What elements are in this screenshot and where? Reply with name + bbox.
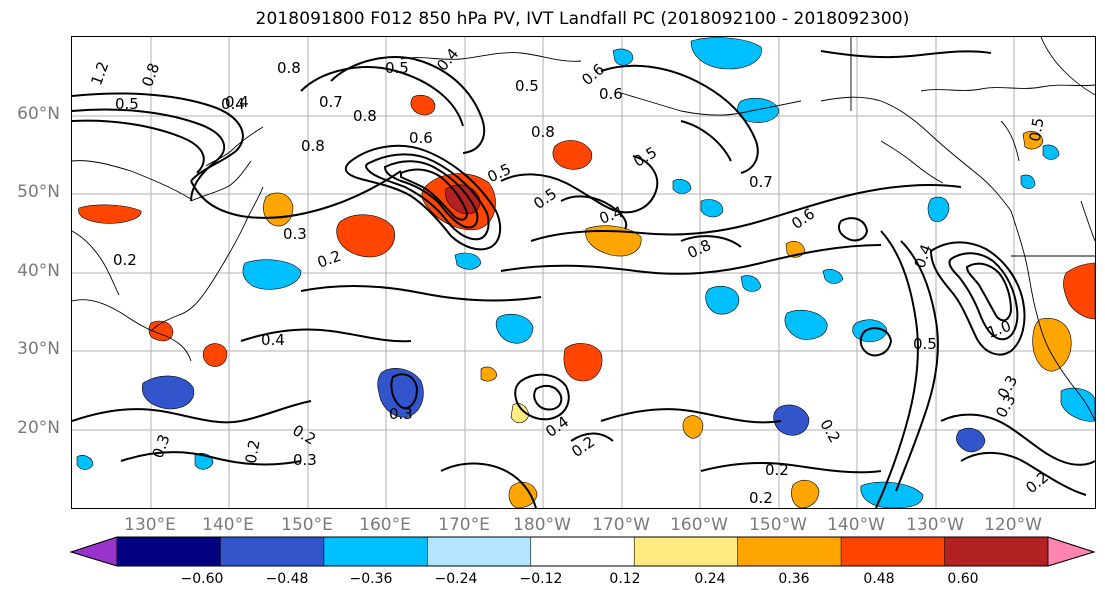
- contour-label: 0.4: [433, 45, 462, 75]
- contour-label: 0.8: [531, 123, 555, 141]
- contour-label: 0.8: [301, 137, 325, 155]
- coastlines: [72, 37, 1095, 422]
- longitude-label: 120°W: [984, 515, 1042, 535]
- contour-label: 0.3: [283, 225, 307, 243]
- contour-label: 0.2: [289, 421, 319, 449]
- contour-label: 0.6: [599, 85, 623, 103]
- contour-label: 0.7: [749, 173, 773, 191]
- contour-label: 0.4: [221, 95, 245, 113]
- contour-label: 0.8: [685, 236, 714, 262]
- map-canvas: 1.2 0.8 0.8 0.5 0.4 0.5 0.4 0.7 0.8 0.6 …: [72, 37, 1095, 508]
- longitude-label: 140°E: [202, 515, 254, 535]
- contour-label: 0.2: [568, 432, 598, 460]
- colorbar-outline: [69, 536, 1096, 567]
- contour-label: 0.5: [485, 160, 514, 186]
- contour-label: 0.4: [225, 93, 249, 111]
- contour-label: 0.4: [911, 242, 936, 271]
- colorbar-segment: [427, 537, 531, 566]
- colorbar-tick-label: 0.60: [947, 571, 979, 587]
- colorbar-tick-label: −0.48: [265, 571, 309, 587]
- colorbar-tick-label: 0.48: [863, 571, 895, 587]
- contour-label: 0.8: [353, 107, 377, 125]
- colorbar-segment: [117, 537, 221, 566]
- latitude-label: 20°N: [17, 418, 60, 438]
- contour-label: 0.4: [261, 331, 285, 349]
- longitude-label: 170°E: [438, 515, 490, 535]
- longitude-label: 150°W: [749, 515, 807, 535]
- colorbar-segment: [530, 537, 635, 566]
- map-panel[interactable]: 1.2 0.8 0.8 0.5 0.4 0.5 0.4 0.7 0.8 0.6 …: [71, 36, 1096, 509]
- colorbar-tick-label: −0.60: [180, 571, 224, 587]
- contour-label: 0.5: [630, 143, 660, 171]
- contour-label: 0.5: [913, 335, 937, 353]
- map-title: 2018091800 F012 850 hPa PV, IVT Landfall…: [255, 9, 910, 29]
- contour-label: 0.2: [315, 247, 344, 272]
- colorbar: [69, 536, 1096, 567]
- contour-label: 0.6: [788, 204, 818, 232]
- contour-label: 0.3: [994, 372, 1022, 402]
- longitude-label: 150°E: [281, 515, 333, 535]
- contour-label: 0.2: [242, 438, 264, 465]
- colorbar-segment: [634, 537, 738, 566]
- colorbar-segment: [220, 537, 324, 566]
- colorbar-tick-label: −0.24: [434, 571, 478, 587]
- contour-label: 0.3: [293, 451, 317, 469]
- colorbar-tick-label: 0.36: [778, 571, 810, 587]
- longitude-label: 160°E: [359, 515, 411, 535]
- longitude-label: 140°W: [827, 515, 885, 535]
- longitude-label: 130°E: [124, 515, 176, 535]
- contour-label: 0.2: [749, 489, 773, 507]
- colorbar-tick-label: 0.12: [609, 571, 641, 587]
- contour-label: 0.5: [115, 95, 139, 113]
- contour-label: 1.2: [87, 59, 112, 88]
- contour-label: 0.5: [1026, 116, 1048, 143]
- contour-label: 0.4: [597, 203, 626, 228]
- longitude-label: 170°W: [592, 515, 650, 535]
- contour-label: 0.3: [389, 405, 413, 423]
- contour-label: 0.7: [319, 93, 343, 111]
- contour-label: 0.3: [149, 432, 174, 461]
- contour-label: 0.2: [1022, 468, 1052, 497]
- latitude-label: 50°N: [17, 182, 60, 202]
- ivt-contours: [72, 50, 1095, 508]
- contour-label: 0.8: [277, 59, 301, 77]
- contour-label: 0.4: [542, 412, 572, 440]
- contour-label: 0.5: [530, 184, 560, 212]
- contour-label: 0.5: [515, 77, 539, 95]
- contour-label: 0.2: [765, 461, 789, 479]
- latitude-label: 60°N: [17, 104, 60, 124]
- contour-label: 0.8: [138, 61, 163, 90]
- longitude-label: 130°W: [906, 515, 964, 535]
- contour-label: 0.2: [113, 251, 137, 269]
- colorbar-tick-label: −0.12: [519, 571, 563, 587]
- colorbar-tick-label: 0.24: [694, 571, 726, 587]
- colorbar-segment: [323, 537, 428, 566]
- longitude-label: 160°W: [670, 515, 728, 535]
- contour-label: 0.5: [385, 59, 409, 77]
- latitude-label: 30°N: [17, 339, 60, 359]
- longitude-label: 180°W: [513, 515, 571, 535]
- pv-negative-anomalies: [76, 37, 1095, 508]
- contour-label: 0.6: [409, 129, 433, 147]
- colorbar-tick-label: −0.36: [349, 571, 393, 587]
- colorbar-segment: [944, 537, 1048, 566]
- colorbar-segments: [69, 536, 1096, 567]
- colorbar-segment: [737, 537, 842, 566]
- colorbar-extend-low: [69, 536, 118, 567]
- latitude-label: 40°N: [17, 261, 60, 281]
- contour-label: 0.2: [816, 416, 844, 446]
- contour-labels: 1.2 0.8 0.8 0.5 0.4 0.5 0.4 0.7 0.8 0.6 …: [87, 45, 1052, 507]
- colorbar-segment: [841, 537, 945, 566]
- pv-positive-anomalies: [78, 94, 1095, 508]
- colorbar-extend-high: [1047, 536, 1096, 567]
